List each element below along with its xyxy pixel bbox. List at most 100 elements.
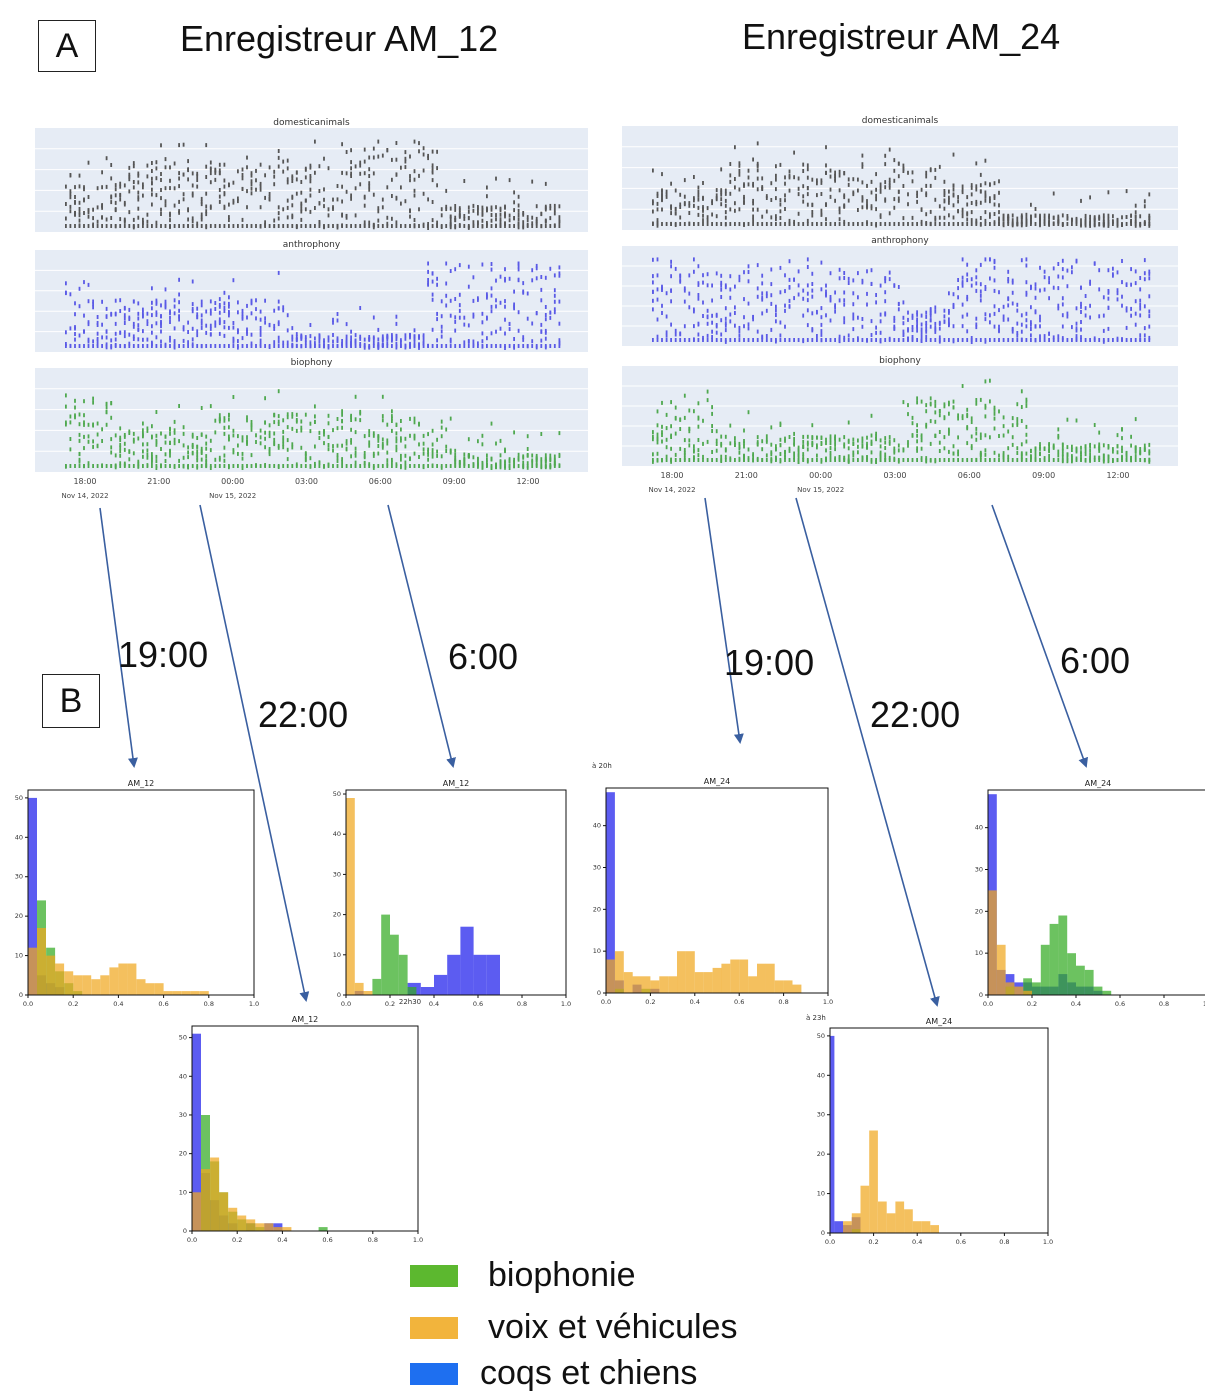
series-marker [720, 222, 723, 226]
bar [346, 798, 355, 995]
series-marker [829, 168, 832, 173]
series-marker [843, 171, 846, 175]
series-marker [246, 224, 248, 228]
series-marker [720, 332, 723, 337]
series-marker [164, 452, 167, 457]
series-marker [925, 310, 928, 315]
series-marker [1025, 403, 1028, 408]
series-marker [277, 155, 280, 160]
series-marker [957, 413, 959, 418]
series-marker [1030, 458, 1032, 462]
series-marker [961, 257, 964, 262]
series-marker [553, 207, 556, 212]
series-marker [304, 464, 307, 468]
series-marker [1148, 294, 1151, 299]
series-marker [517, 194, 520, 199]
series-marker [196, 444, 199, 449]
series-marker [363, 337, 366, 342]
series-marker [670, 446, 672, 451]
series-marker [674, 452, 677, 457]
series-marker [770, 222, 773, 226]
series-marker [164, 459, 167, 463]
series-marker [952, 187, 955, 192]
series-marker [495, 441, 497, 446]
series-marker [517, 221, 520, 226]
series-marker [250, 186, 253, 191]
series-marker [775, 447, 777, 452]
series-marker [775, 444, 777, 449]
series-marker [693, 196, 695, 201]
series-marker [350, 339, 352, 343]
bar [237, 1215, 247, 1231]
series-marker [422, 338, 425, 343]
x-tick-label: 00:00 [221, 477, 244, 486]
series-marker [784, 458, 786, 462]
series-marker [458, 206, 461, 211]
series-marker [806, 167, 809, 172]
series-marker [336, 443, 339, 448]
series-marker [984, 448, 987, 453]
series-marker [765, 294, 768, 299]
series-marker [706, 206, 709, 211]
series-marker [1020, 215, 1023, 220]
series-marker [250, 464, 253, 468]
series-marker [1002, 424, 1005, 429]
series-marker [948, 213, 950, 218]
series-marker [228, 417, 230, 422]
series-marker [114, 193, 117, 198]
series-marker [861, 162, 864, 167]
series-marker [372, 431, 375, 436]
series-marker [277, 320, 280, 325]
series-marker [218, 162, 221, 167]
series-marker [336, 417, 339, 421]
series-marker [907, 317, 909, 322]
series-marker [427, 452, 429, 457]
series-marker [277, 216, 280, 221]
series-marker [327, 435, 330, 439]
series-marker [847, 177, 850, 182]
series-marker [875, 187, 877, 192]
series-marker [697, 296, 700, 301]
series-marker [1043, 216, 1046, 221]
series-marker [151, 286, 153, 291]
bar [988, 890, 997, 995]
series-marker [688, 429, 691, 434]
series-marker [1025, 292, 1028, 297]
series-marker [404, 344, 407, 348]
series-marker [975, 325, 978, 330]
series-marker [734, 442, 736, 447]
series-marker [902, 333, 905, 337]
series-marker [409, 464, 411, 468]
series-marker [368, 464, 371, 468]
series-marker [440, 454, 443, 459]
series-marker [875, 207, 877, 212]
series-marker [979, 172, 982, 177]
series-marker [720, 273, 723, 278]
series-marker [907, 192, 909, 197]
bar [685, 951, 695, 993]
x-tick-label: 1.0 [561, 1000, 571, 1008]
series-marker [282, 418, 285, 423]
series-marker [843, 290, 846, 295]
series-marker [802, 184, 805, 189]
series-marker [246, 440, 248, 445]
series-marker [952, 324, 955, 329]
series-marker [938, 449, 941, 453]
series-marker [1030, 214, 1032, 219]
series-marker [223, 333, 226, 338]
bar [843, 1221, 852, 1233]
bar [895, 1201, 905, 1233]
series-marker [499, 274, 502, 279]
series-marker [549, 216, 552, 221]
series-marker [137, 464, 140, 468]
series-marker [843, 219, 846, 224]
series-marker [558, 299, 561, 304]
bar [199, 991, 209, 995]
series-marker [916, 190, 918, 195]
series-marker [884, 446, 887, 450]
series-marker [164, 464, 167, 468]
series-marker [237, 199, 239, 204]
strip-anth: anthrophony [622, 236, 1178, 346]
series-marker [246, 315, 248, 320]
